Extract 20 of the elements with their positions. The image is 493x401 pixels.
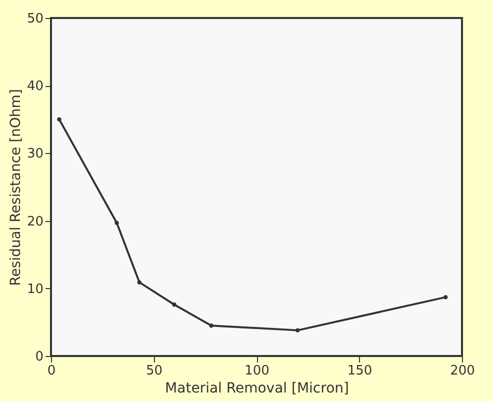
point [57,117,62,122]
y-tick-label: 50 [26,12,44,26]
x-tick-label: 150 [347,364,372,378]
y-tick-label: 0 [35,350,44,364]
point [114,220,119,225]
point [137,280,142,284]
x-tick-label: 200 [450,364,475,378]
y-tick-label: 30 [26,146,44,162]
y-tick-label: 20 [26,214,44,230]
y-axis-title: Residual Resistance [nOhm] [8,89,24,286]
point [295,328,300,332]
point [172,302,176,307]
x-axis-title: Material Removal [Micron] [165,380,349,396]
x-tick-label: 0 [47,364,56,378]
point [443,295,448,300]
x-tick-label: 50 [146,364,163,378]
y-tick-label: 40 [26,79,44,94]
y-tick-label: 10 [26,282,44,297]
point [209,323,214,328]
x-tick-label: 100 [244,364,270,378]
